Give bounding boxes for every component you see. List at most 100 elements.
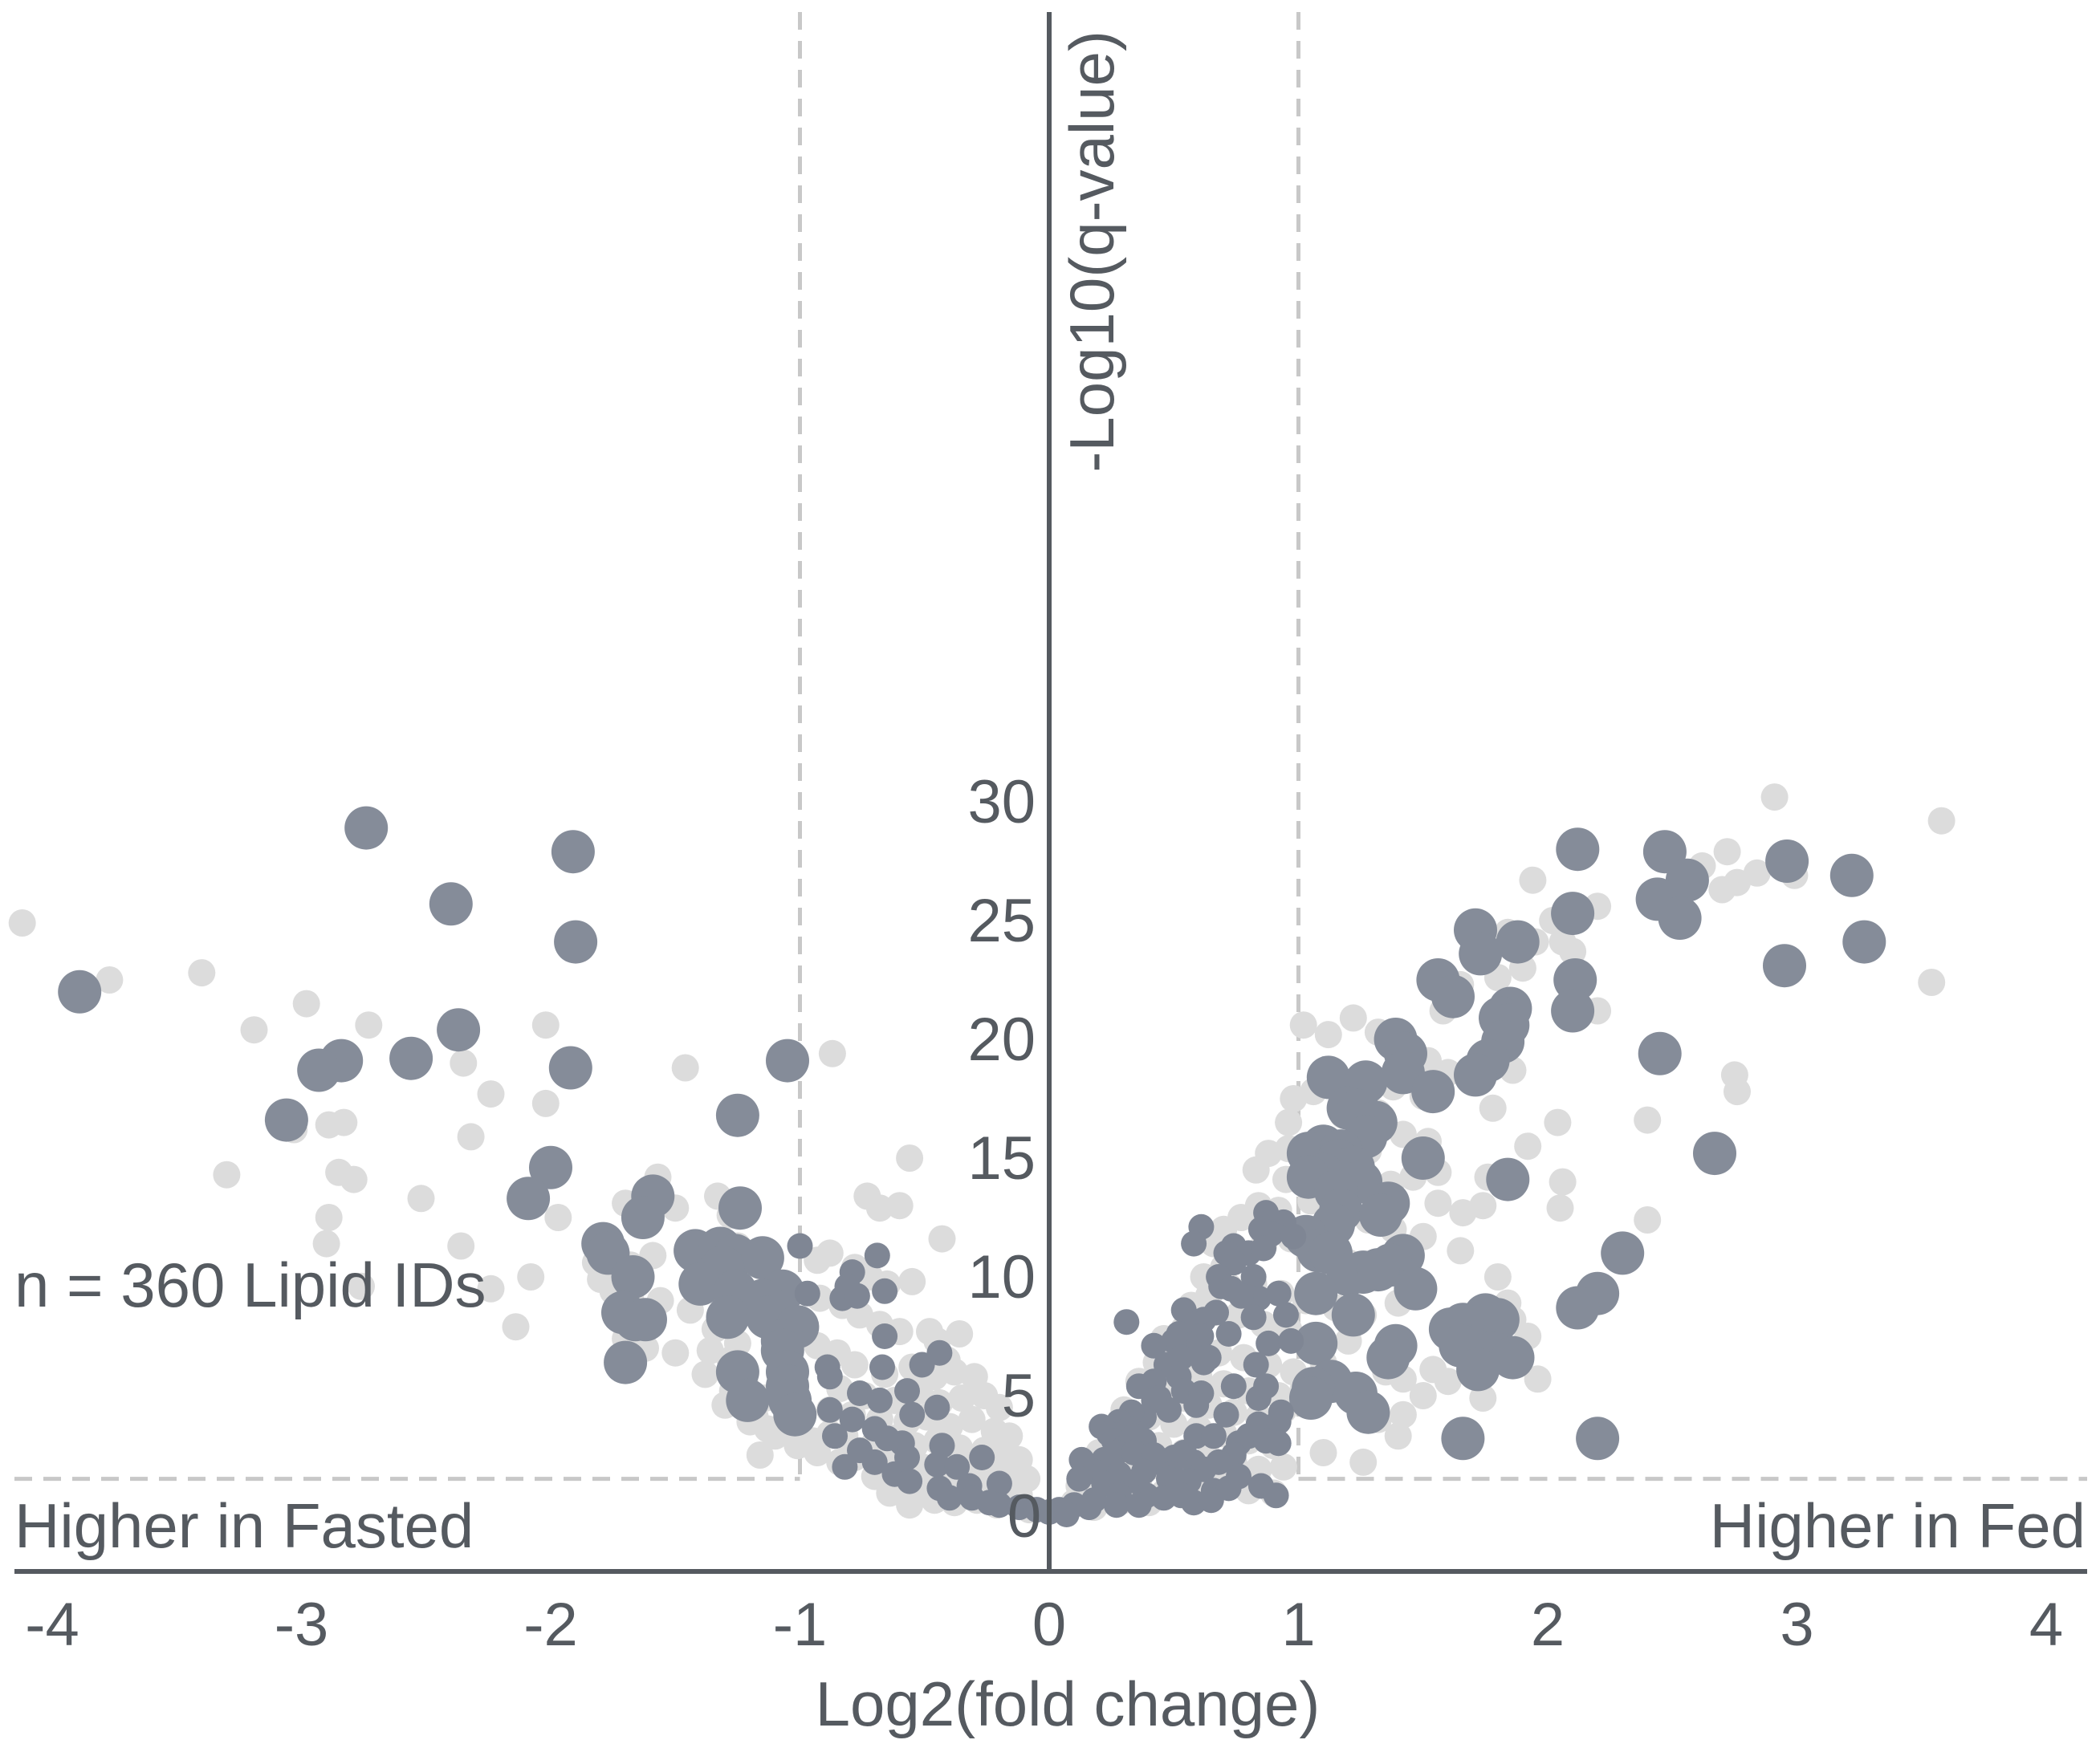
significant-point-large: [264, 1098, 308, 1142]
nonsignificant-point: [816, 1239, 844, 1267]
significant-point-small: [969, 1445, 995, 1470]
nonsignificant-point: [1544, 1108, 1572, 1136]
nonsignificant-point: [407, 1185, 435, 1213]
significant-point-small: [1240, 1304, 1267, 1331]
nonsignificant-point: [348, 1272, 375, 1300]
significant-point-small: [944, 1453, 971, 1480]
y-tick-label: 30: [967, 768, 1036, 836]
nonsignificant-point: [1447, 1237, 1475, 1265]
significant-point-small: [869, 1354, 895, 1380]
significant-point-small: [1251, 1235, 1276, 1262]
significant-point-large: [1486, 1157, 1530, 1201]
significant-point-large: [1576, 1417, 1620, 1461]
significant-point-large: [437, 1008, 481, 1052]
significant-point-large: [1441, 1417, 1485, 1461]
significant-point-large: [1431, 974, 1475, 1018]
significant-point-large: [740, 1236, 784, 1280]
significant-point-large: [1346, 1390, 1390, 1434]
nonsignificant-point: [502, 1313, 530, 1341]
significant-point-large: [1829, 853, 1874, 897]
significant-point-small: [1228, 1283, 1255, 1309]
significant-point-small: [1068, 1446, 1095, 1473]
x-tick-labels: -4 -3 -2 -1 0 1 2 3 4: [25, 1591, 2063, 1659]
significant-point-large: [1553, 958, 1597, 1002]
x-tick-label: 2: [1531, 1591, 1565, 1659]
nonsignificant-point: [818, 1039, 846, 1067]
significant-point-small: [1265, 1280, 1292, 1307]
nonsignificant-point: [958, 1405, 986, 1433]
axes: [14, 12, 2087, 1574]
significant-point-large: [621, 1196, 665, 1239]
significant-point-small: [1243, 1352, 1269, 1378]
significant-point-small: [924, 1451, 950, 1478]
nonsignificant-point: [1434, 1368, 1462, 1396]
nonsignificant-point: [1524, 1365, 1552, 1393]
nonsignificant-point: [1634, 1106, 1662, 1134]
significant-point-large: [706, 1295, 750, 1339]
significant-point-small: [1278, 1327, 1304, 1354]
nonsignificant-point: [1389, 1400, 1417, 1429]
significant-point-small: [1053, 1502, 1080, 1527]
significant-point-small: [1121, 1440, 1147, 1465]
nonsignificant-point: [213, 1161, 241, 1189]
significant-point-large: [1289, 1376, 1333, 1420]
significant-point-large: [1638, 1031, 1682, 1075]
x-tick-label: 1: [1281, 1591, 1315, 1659]
significant-point-large: [548, 1046, 592, 1090]
nonsignificant-point: [898, 1267, 926, 1295]
y-tick-labels: 5 10 15 20 25 30: [967, 768, 1036, 1430]
significant-point-small: [1213, 1401, 1239, 1428]
significant-point-large: [1658, 896, 1702, 940]
significant-point-small: [1190, 1349, 1217, 1376]
significant-point-small: [794, 1280, 820, 1307]
nonsignificant-point: [1314, 1021, 1342, 1049]
nonsignificant-point: [517, 1263, 545, 1291]
significant-point-small: [1226, 1463, 1251, 1490]
nonsignificant-point: [1409, 1382, 1437, 1409]
nonsignificant-point: [1469, 1384, 1497, 1412]
y-axis-title: -Log10(q-value): [1056, 30, 1127, 473]
nonsignificant-point: [447, 1232, 475, 1260]
significant-point-small: [986, 1492, 1012, 1518]
nonsignificant-point: [292, 990, 320, 1018]
significant-point-large: [344, 806, 389, 850]
significant-point-small: [832, 1453, 858, 1480]
nonsignificant-point: [985, 1393, 1013, 1421]
significant-point-small: [864, 1242, 890, 1269]
nonsignificant-point: [746, 1441, 774, 1469]
nonsignificant-point: [240, 1016, 268, 1044]
nonsignificant-point: [1549, 1168, 1577, 1196]
significant-point-large: [715, 1093, 759, 1137]
x-tick-label: 0: [1032, 1591, 1066, 1659]
nonsignificant-point: [1634, 1206, 1662, 1234]
nonsignificant-point: [1760, 783, 1789, 811]
significant-point-large: [1459, 932, 1503, 976]
significant-point-large: [1763, 944, 1806, 988]
significant-point-large: [624, 1298, 667, 1342]
nonsignificant-point: [946, 1320, 974, 1348]
significant-points-large: [58, 806, 1886, 1461]
significant-point-small: [924, 1394, 950, 1421]
significant-point-small: [1066, 1465, 1093, 1492]
nonsignificant-point: [896, 1491, 924, 1519]
y-tick-label: 15: [967, 1124, 1036, 1193]
significant-point-large: [529, 1145, 572, 1189]
significant-point-large: [1454, 1053, 1497, 1097]
significant-point-large: [551, 830, 595, 874]
nonsignificant-point: [1384, 1422, 1412, 1450]
y-tick-label: 10: [967, 1243, 1036, 1311]
significant-point-small: [861, 1449, 888, 1475]
significant-point-large: [1496, 920, 1540, 964]
nonsignificant-point: [1479, 1094, 1507, 1122]
nonsignificant-point: [1743, 859, 1771, 887]
nonsignificant-point: [1559, 937, 1587, 965]
nonsignificant-point: [457, 1123, 485, 1151]
significant-point-small: [1103, 1492, 1129, 1518]
nonsignificant-point: [1469, 1192, 1497, 1220]
significant-points-small: [787, 1200, 1307, 1527]
significant-point-small: [899, 1401, 926, 1428]
nonsignificant-point: [1927, 807, 1956, 835]
significant-point-large: [1331, 1293, 1375, 1337]
y-tick-label-zero: 0: [1007, 1482, 1041, 1551]
